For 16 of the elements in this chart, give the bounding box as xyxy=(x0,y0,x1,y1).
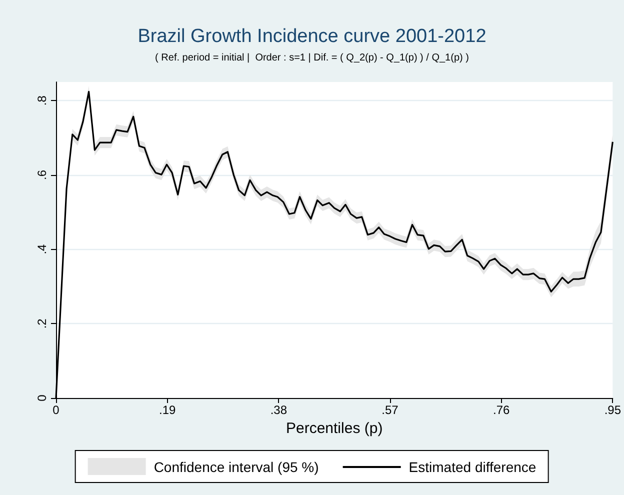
y-tick-label: .4 xyxy=(35,244,49,254)
x-tick-label: .95 xyxy=(604,403,622,417)
text: Confidence interval (95 %) xyxy=(154,458,319,474)
legend-label: Estimated difference xyxy=(408,458,536,474)
chart-subtitle: ( Ref. period = initial | Order : s=1 | Dif. = ( Q_2(p) - Q_1(p) ) / Q_1(p) ) xyxy=(155,52,469,64)
x-tick-label: 0 xyxy=(52,403,60,417)
y-tick-label: .8 xyxy=(35,95,49,106)
x-tick-label: .76 xyxy=(492,403,510,417)
x-tick-label: .38 xyxy=(270,403,288,417)
y-tick-label: 0 xyxy=(35,394,49,402)
y-tick-label: .2 xyxy=(35,318,49,329)
x-axis-title: Percentiles (p) xyxy=(286,420,383,437)
x-tick-label: .57 xyxy=(382,403,399,417)
chart-title: Brazil Growth Incidence curve 2001-2012 xyxy=(138,26,486,47)
x-tick-label: .19 xyxy=(158,403,176,417)
y-tick-label: .6 xyxy=(35,170,49,180)
